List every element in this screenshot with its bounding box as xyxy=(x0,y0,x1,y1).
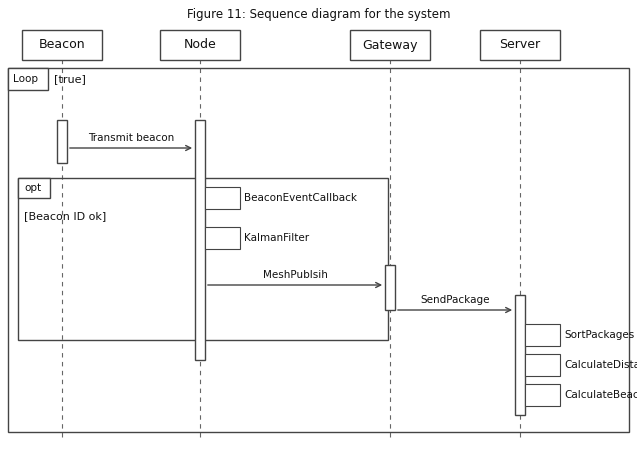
Text: BeaconEventCallback: BeaconEventCallback xyxy=(244,193,357,203)
Bar xyxy=(205,227,240,249)
Text: SortPackages: SortPackages xyxy=(564,330,634,340)
Bar xyxy=(22,30,102,60)
Bar xyxy=(525,354,560,376)
Text: Beacon: Beacon xyxy=(39,38,85,51)
Bar xyxy=(57,120,67,163)
Text: SendPackage: SendPackage xyxy=(420,295,490,305)
Bar xyxy=(350,30,430,60)
Text: Node: Node xyxy=(183,38,217,51)
Bar xyxy=(385,265,395,310)
Bar xyxy=(480,30,560,60)
Bar xyxy=(205,187,240,209)
Text: CalculateDistance: CalculateDistance xyxy=(564,360,637,370)
Bar xyxy=(8,68,629,432)
Bar xyxy=(195,120,205,360)
Text: [Beacon ID ok]: [Beacon ID ok] xyxy=(24,211,106,221)
Bar xyxy=(525,324,560,346)
Polygon shape xyxy=(8,68,48,90)
Text: opt: opt xyxy=(24,183,41,193)
Bar xyxy=(18,178,388,340)
Text: Gateway: Gateway xyxy=(362,38,418,51)
Text: [true]: [true] xyxy=(54,74,86,84)
Text: KalmanFilter: KalmanFilter xyxy=(244,233,309,243)
Bar xyxy=(525,384,560,406)
Text: Transmit beacon: Transmit beacon xyxy=(88,133,174,143)
Polygon shape xyxy=(18,178,50,198)
Bar xyxy=(160,30,240,60)
Text: Server: Server xyxy=(499,38,541,51)
Text: MeshPublsih: MeshPublsih xyxy=(262,270,327,280)
Text: Figure 11: Sequence diagram for the system: Figure 11: Sequence diagram for the syst… xyxy=(187,8,450,21)
Text: CalculateBeaconPosition: CalculateBeaconPosition xyxy=(564,390,637,400)
Text: Loop: Loop xyxy=(13,74,38,84)
Bar xyxy=(515,295,525,415)
